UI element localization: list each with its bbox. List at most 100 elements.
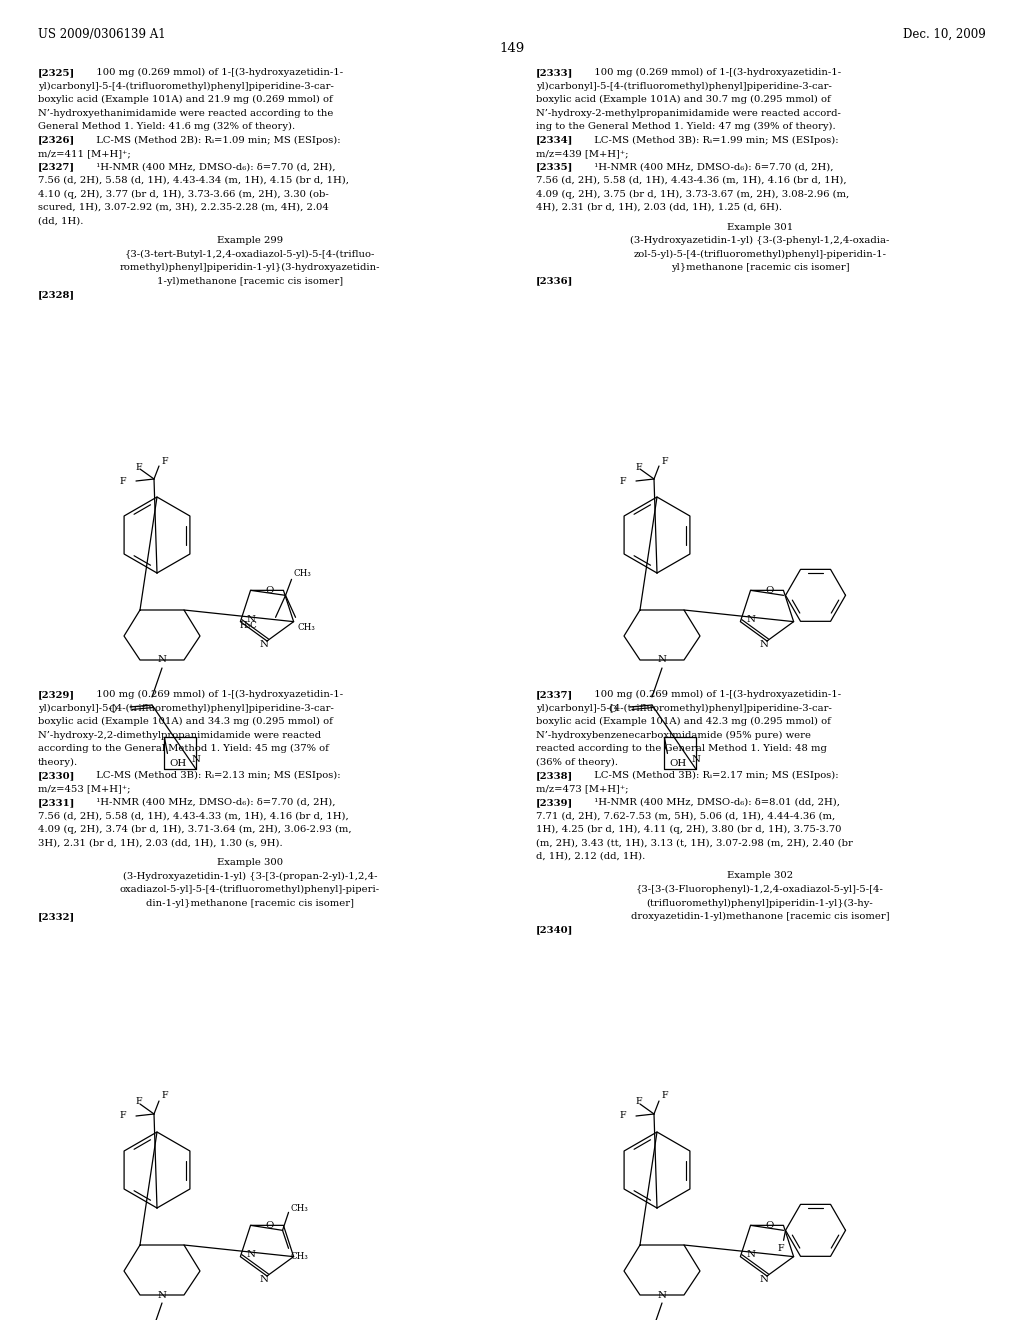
Text: 1-yl)methanone [racemic cis isomer]: 1-yl)methanone [racemic cis isomer] <box>157 276 343 285</box>
Text: O: O <box>109 705 117 714</box>
Text: CH₃: CH₃ <box>294 569 311 578</box>
Text: 1H), 4.25 (br d, 1H), 4.11 (q, 2H), 3.80 (br d, 1H), 3.75-3.70: 1H), 4.25 (br d, 1H), 4.11 (q, 2H), 3.80… <box>536 825 842 834</box>
Text: [2336]: [2336] <box>536 276 573 285</box>
Text: Example 302: Example 302 <box>727 871 793 880</box>
Text: reacted according to the General Method 1. Yield: 48 mg: reacted according to the General Method … <box>536 744 826 752</box>
Text: N: N <box>158 656 167 664</box>
Text: 100 mg (0.269 mmol) of 1-[(3-hydroxyazetidin-1-: 100 mg (0.269 mmol) of 1-[(3-hydroxyazet… <box>588 690 841 700</box>
Text: F: F <box>662 1092 669 1101</box>
Text: US 2009/0306139 A1: US 2009/0306139 A1 <box>38 28 166 41</box>
Text: 3H), 2.31 (br d, 1H), 2.03 (dd, 1H), 1.30 (s, 9H).: 3H), 2.31 (br d, 1H), 2.03 (dd, 1H), 1.3… <box>38 838 283 847</box>
Text: N’-hydroxyethanimidamide were reacted according to the: N’-hydroxyethanimidamide were reacted ac… <box>38 108 334 117</box>
Text: [2326]: [2326] <box>38 136 75 144</box>
Text: 7.56 (d, 2H), 5.58 (d, 1H), 4.43-4.34 (m, 1H), 4.15 (br d, 1H),: 7.56 (d, 2H), 5.58 (d, 1H), 4.43-4.34 (m… <box>38 176 349 185</box>
Text: CH₃: CH₃ <box>291 1251 308 1261</box>
Text: boxylic acid (Example 101A) and 30.7 mg (0.295 mmol) of: boxylic acid (Example 101A) and 30.7 mg … <box>536 95 830 104</box>
Text: (m, 2H), 3.43 (tt, 1H), 3.13 (t, 1H), 3.07-2.98 (m, 2H), 2.40 (br: (m, 2H), 3.43 (tt, 1H), 3.13 (t, 1H), 3.… <box>536 838 853 847</box>
Text: N: N <box>259 1275 268 1284</box>
Text: yl)carbonyl]-5-[4-(trifluoromethyl)phenyl]piperidine-3-car-: yl)carbonyl]-5-[4-(trifluoromethyl)pheny… <box>38 82 334 91</box>
Text: m/z=453 [M+H]⁺;: m/z=453 [M+H]⁺; <box>38 784 130 793</box>
Text: [2328]: [2328] <box>38 290 75 300</box>
Text: H₃C: H₃C <box>240 620 258 630</box>
Text: {3-(3-tert-Butyl-1,2,4-oxadiazol-5-yl)-5-[4-(trifluo-: {3-(3-tert-Butyl-1,2,4-oxadiazol-5-yl)-5… <box>125 249 375 259</box>
Text: 4.09 (q, 2H), 3.74 (br d, 1H), 3.71-3.64 (m, 2H), 3.06-2.93 (m,: 4.09 (q, 2H), 3.74 (br d, 1H), 3.71-3.64… <box>38 825 351 834</box>
Text: (trifluoromethyl)phenyl]piperidin-1-yl}(3-hy-: (trifluoromethyl)phenyl]piperidin-1-yl}(… <box>646 899 873 908</box>
Text: N: N <box>247 615 255 624</box>
Text: [2329]: [2329] <box>38 690 75 700</box>
Text: LC-MS (Method 3B): Rᵢ=2.13 min; MS (ESIpos):: LC-MS (Method 3B): Rᵢ=2.13 min; MS (ESIp… <box>90 771 341 780</box>
Text: according to the General Method 1. Yield: 45 mg (37% of: according to the General Method 1. Yield… <box>38 744 329 754</box>
Text: 149: 149 <box>500 42 524 55</box>
Text: ¹H-NMR (400 MHz, DMSO-d₆): δ=8.01 (dd, 2H),: ¹H-NMR (400 MHz, DMSO-d₆): δ=8.01 (dd, 2… <box>588 799 840 807</box>
Text: [2339]: [2339] <box>536 799 573 807</box>
Text: CH₃: CH₃ <box>298 623 315 632</box>
Text: 7.56 (d, 2H), 5.58 (d, 1H), 4.43-4.36 (m, 1H), 4.16 (br d, 1H),: 7.56 (d, 2H), 5.58 (d, 1H), 4.43-4.36 (m… <box>536 176 847 185</box>
Text: zol-5-yl)-5-[4-(trifluoromethyl)phenyl]-piperidin-1-: zol-5-yl)-5-[4-(trifluoromethyl)phenyl]-… <box>634 249 887 259</box>
Text: Example 300: Example 300 <box>217 858 283 867</box>
Text: OH: OH <box>169 759 186 768</box>
Text: 100 mg (0.269 mmol) of 1-[(3-hydroxyazetidin-1-: 100 mg (0.269 mmol) of 1-[(3-hydroxyazet… <box>90 69 343 77</box>
Text: N: N <box>259 640 268 649</box>
Text: [2332]: [2332] <box>38 912 75 921</box>
Text: CH₃: CH₃ <box>291 1204 308 1213</box>
Text: [2327]: [2327] <box>38 162 75 172</box>
Text: droxyazetidin-1-yl)methanone [racemic cis isomer]: droxyazetidin-1-yl)methanone [racemic ci… <box>631 912 889 921</box>
Text: d, 1H), 2.12 (dd, 1H).: d, 1H), 2.12 (dd, 1H). <box>536 851 645 861</box>
Text: 100 mg (0.269 mmol) of 1-[(3-hydroxyazetidin-1-: 100 mg (0.269 mmol) of 1-[(3-hydroxyazet… <box>588 69 841 77</box>
Text: romethyl)phenyl]piperidin-1-yl}(3-hydroxyazetidin-: romethyl)phenyl]piperidin-1-yl}(3-hydrox… <box>120 263 380 272</box>
Text: {3-[3-(3-Fluorophenyl)-1,2,4-oxadiazol-5-yl]-5-[4-: {3-[3-(3-Fluorophenyl)-1,2,4-oxadiazol-5… <box>636 884 884 894</box>
Text: theory).: theory). <box>38 758 78 767</box>
Text: F: F <box>662 457 669 466</box>
Text: Dec. 10, 2009: Dec. 10, 2009 <box>903 28 986 41</box>
Text: N: N <box>760 1275 768 1284</box>
Text: F: F <box>136 1097 142 1106</box>
Text: 7.56 (d, 2H), 5.58 (d, 1H), 4.43-4.33 (m, 1H), 4.16 (br d, 1H),: 7.56 (d, 2H), 5.58 (d, 1H), 4.43-4.33 (m… <box>38 812 349 821</box>
Text: O: O <box>265 586 273 595</box>
Text: din-1-yl}methanone [racemic cis isomer]: din-1-yl}methanone [racemic cis isomer] <box>146 899 354 908</box>
Text: N: N <box>657 656 667 664</box>
Text: boxylic acid (Example 101A) and 42.3 mg (0.295 mmol) of: boxylic acid (Example 101A) and 42.3 mg … <box>536 717 830 726</box>
Text: boxylic acid (Example 101A) and 21.9 mg (0.269 mmol) of: boxylic acid (Example 101A) and 21.9 mg … <box>38 95 333 104</box>
Text: m/z=439 [M+H]⁺;: m/z=439 [M+H]⁺; <box>536 149 629 158</box>
Text: F: F <box>120 1111 126 1121</box>
Text: F: F <box>162 457 169 466</box>
Text: yl)carbonyl]-5-[4-(trifluoromethyl)phenyl]piperidine-3-car-: yl)carbonyl]-5-[4-(trifluoromethyl)pheny… <box>536 82 831 91</box>
Text: O: O <box>265 1221 273 1230</box>
Text: Example 299: Example 299 <box>217 236 283 246</box>
Text: ¹H-NMR (400 MHz, DMSO-d₆): δ=7.70 (d, 2H),: ¹H-NMR (400 MHz, DMSO-d₆): δ=7.70 (d, 2H… <box>588 162 834 172</box>
Text: [2333]: [2333] <box>536 69 573 77</box>
Text: [2337]: [2337] <box>536 690 573 700</box>
Text: N: N <box>691 755 700 763</box>
Text: N: N <box>746 615 756 624</box>
Text: F: F <box>620 1111 626 1121</box>
Text: O: O <box>608 705 617 714</box>
Text: [2325]: [2325] <box>38 69 75 77</box>
Text: N’-hydroxy-2-methylpropanimidamide were reacted accord-: N’-hydroxy-2-methylpropanimidamide were … <box>536 108 841 117</box>
Text: [2340]: [2340] <box>536 925 573 935</box>
Text: N’-hydroxybenzenecarboximidamide (95% pure) were: N’-hydroxybenzenecarboximidamide (95% pu… <box>536 730 811 739</box>
Text: F: F <box>120 477 126 486</box>
Text: F: F <box>636 462 643 471</box>
Text: [2335]: [2335] <box>536 162 573 172</box>
Text: F: F <box>636 1097 643 1106</box>
Text: General Method 1. Yield: 41.6 mg (32% of theory).: General Method 1. Yield: 41.6 mg (32% of… <box>38 121 295 131</box>
Text: N: N <box>247 1250 255 1259</box>
Text: ing to the General Method 1. Yield: 47 mg (39% of theory).: ing to the General Method 1. Yield: 47 m… <box>536 121 836 131</box>
Text: [2338]: [2338] <box>536 771 573 780</box>
Text: LC-MS (Method 2B): Rᵢ=1.09 min; MS (ESIpos):: LC-MS (Method 2B): Rᵢ=1.09 min; MS (ESIp… <box>90 136 341 145</box>
Text: (36% of theory).: (36% of theory). <box>536 758 618 767</box>
Text: oxadiazol-5-yl]-5-[4-(trifluoromethyl)phenyl]-piperi-: oxadiazol-5-yl]-5-[4-(trifluoromethyl)ph… <box>120 884 380 894</box>
Text: Example 301: Example 301 <box>727 223 794 231</box>
Text: yl)carbonyl]-5-[4-(trifluoromethyl)phenyl]piperidine-3-car-: yl)carbonyl]-5-[4-(trifluoromethyl)pheny… <box>536 704 831 713</box>
Text: LC-MS (Method 3B): Rᵢ=1.99 min; MS (ESIpos):: LC-MS (Method 3B): Rᵢ=1.99 min; MS (ESIp… <box>588 136 839 145</box>
Text: yl)carbonyl]-5-[4-(trifluoromethyl)phenyl]piperidine-3-car-: yl)carbonyl]-5-[4-(trifluoromethyl)pheny… <box>38 704 334 713</box>
Text: 100 mg (0.269 mmol) of 1-[(3-hydroxyazetidin-1-: 100 mg (0.269 mmol) of 1-[(3-hydroxyazet… <box>90 690 343 700</box>
Text: 4H), 2.31 (br d, 1H), 2.03 (dd, 1H), 1.25 (d, 6H).: 4H), 2.31 (br d, 1H), 2.03 (dd, 1H), 1.2… <box>536 203 782 213</box>
Text: ¹H-NMR (400 MHz, DMSO-d₆): δ=7.70 (d, 2H),: ¹H-NMR (400 MHz, DMSO-d₆): δ=7.70 (d, 2H… <box>90 162 336 172</box>
Text: (3-Hydroxyazetidin-1-yl) {3-(3-phenyl-1,2,4-oxadia-: (3-Hydroxyazetidin-1-yl) {3-(3-phenyl-1,… <box>631 236 890 246</box>
Text: (dd, 1H).: (dd, 1H). <box>38 216 83 226</box>
Text: F: F <box>136 462 142 471</box>
Text: N’-hydroxy-2,2-dimethylpropanimidamide were reacted: N’-hydroxy-2,2-dimethylpropanimidamide w… <box>38 730 322 739</box>
Text: N: N <box>158 1291 167 1299</box>
Text: 7.71 (d, 2H), 7.62-7.53 (m, 5H), 5.06 (d, 1H), 4.44-4.36 (m,: 7.71 (d, 2H), 7.62-7.53 (m, 5H), 5.06 (d… <box>536 812 836 821</box>
